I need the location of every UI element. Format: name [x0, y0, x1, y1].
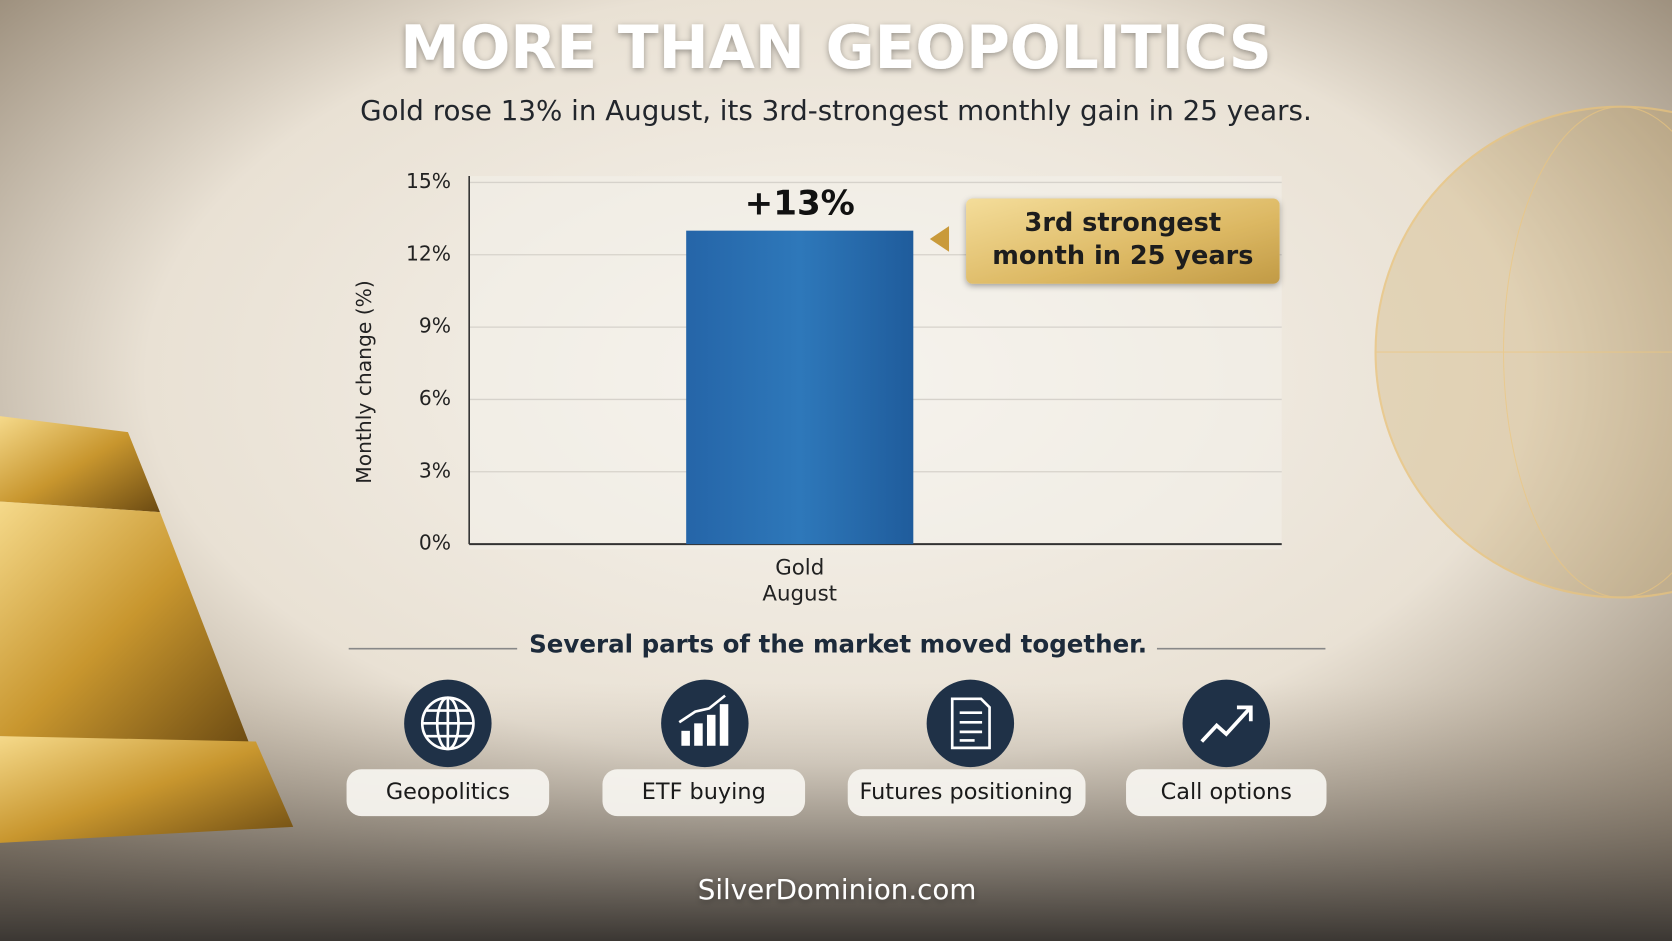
y-tick-label: 9%	[419, 314, 451, 338]
drivers-heading: Several parts of the market moved togeth…	[529, 629, 1147, 658]
globe	[1374, 105, 1672, 599]
icon-chart	[661, 679, 749, 768]
driver-label: Geopolitics	[386, 779, 510, 805]
annotation-line: month in 25 years	[992, 241, 1253, 271]
gold-bars	[0, 416, 294, 843]
y-tick-label: 6%	[419, 386, 451, 410]
driver-label: Futures positioning	[859, 779, 1072, 805]
title: MORE THAN GEOPOLITICS	[400, 14, 1272, 83]
annotation-box	[966, 198, 1280, 284]
y-tick-label: 0%	[419, 531, 451, 555]
driver-pill	[346, 769, 550, 817]
driver-label: Call options	[1161, 779, 1292, 805]
icon-document	[926, 679, 1015, 768]
y-tick-label: 12%	[406, 241, 451, 265]
annotation-pointer	[929, 226, 950, 252]
drivers: Geopolitics ETF buying Futures positioning…	[346, 679, 1327, 817]
driver-pill	[847, 769, 1086, 817]
value-label: +13%	[745, 184, 855, 224]
subtitle: Gold rose 13% in August, its 3rd-stronge…	[360, 94, 1312, 127]
x-tick-label: Gold	[775, 556, 824, 581]
icon-globe	[404, 679, 492, 768]
driver-label: ETF buying	[642, 779, 766, 805]
y-axis-label: Monthly change (%)	[352, 280, 376, 484]
bar	[686, 230, 914, 545]
driver-pill	[1126, 769, 1327, 817]
icon-trend	[1182, 679, 1270, 768]
y-tick-label: 15%	[406, 169, 451, 193]
driver-pill	[602, 769, 806, 817]
x-tick-sublabel: August	[762, 581, 837, 606]
annotation-line: 3rd strongest	[1025, 208, 1222, 238]
footer: SilverDominion.com	[698, 873, 977, 906]
y-tick-label: 3%	[419, 458, 451, 482]
